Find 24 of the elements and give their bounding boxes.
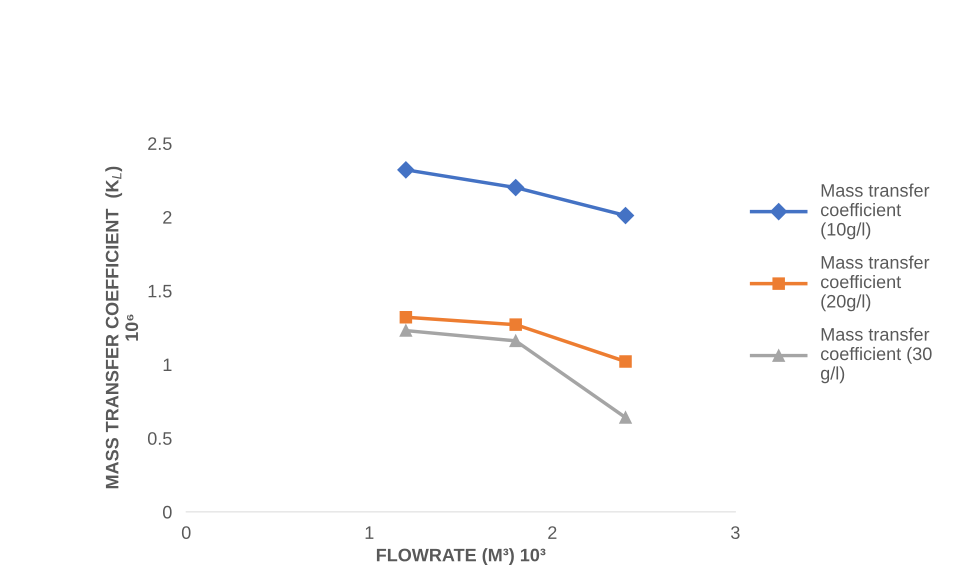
point bbox=[616, 207, 634, 224]
y-tick-label: 2 bbox=[163, 210, 172, 224]
y-tick-label: 1.5 bbox=[148, 284, 172, 298]
x-tick-label: 3 bbox=[731, 526, 740, 540]
text: MASS TRANSFER COEFFICIENT (K$_{L}$) 10⁶ bbox=[105, 166, 138, 488]
y-tick-label: 0.5 bbox=[148, 432, 172, 445]
point bbox=[619, 411, 632, 424]
y-tick-label: 0 bbox=[163, 506, 172, 519]
point bbox=[619, 355, 632, 368]
y-tick-label: 1 bbox=[164, 358, 172, 371]
legend-label: Mass transfer coefficient (20g/l) bbox=[820, 256, 930, 312]
x-tick-label: 1 bbox=[366, 526, 374, 539]
point bbox=[509, 318, 522, 331]
legend-label: Mass transfer coefficient (30 g/l) bbox=[820, 328, 932, 384]
point bbox=[509, 334, 522, 348]
point bbox=[507, 179, 524, 196]
point bbox=[400, 324, 412, 337]
x-axis-title: FLOWRATE (M³) 10³ bbox=[376, 548, 546, 565]
x-tick-label: 2 bbox=[548, 526, 556, 539]
y-tick-label: 2.5 bbox=[148, 137, 172, 150]
point bbox=[400, 311, 412, 324]
legend-label: Mass transfer coefficient (10g/l) bbox=[820, 184, 930, 240]
x-tick-label: 0 bbox=[182, 526, 191, 540]
point bbox=[397, 161, 414, 178]
